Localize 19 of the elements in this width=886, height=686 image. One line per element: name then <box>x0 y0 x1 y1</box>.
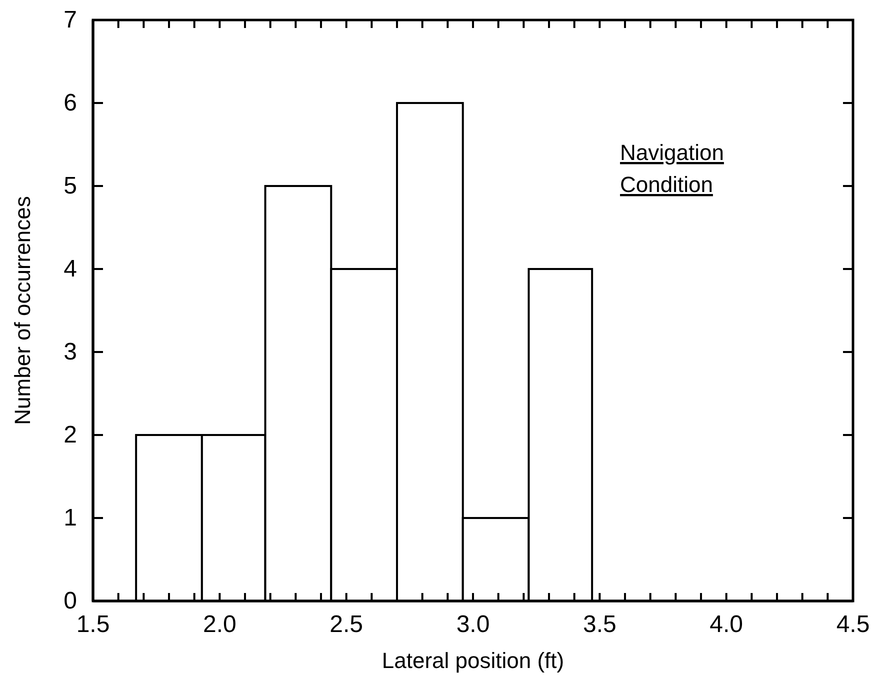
annotation: Navigation <box>620 140 724 165</box>
y-axis-title: Number of occurrences <box>10 196 35 425</box>
y-tick-label: 2 <box>64 422 77 449</box>
x-tick-label: 4.0 <box>710 611 744 638</box>
y-tick-label: 5 <box>64 172 77 200</box>
x-tick-label: 2.5 <box>330 611 364 638</box>
x-tick-label: 3.5 <box>582 611 616 638</box>
x-tick-label: 1.5 <box>76 611 110 638</box>
y-tick-label: 4 <box>64 256 77 283</box>
x-tick-label: 3.0 <box>456 611 490 638</box>
y-tick-label: 3 <box>64 338 77 366</box>
annotation: Condition <box>620 172 713 197</box>
x-tick-label: 2.0 <box>202 611 236 638</box>
y-tick-label: 6 <box>64 90 77 117</box>
y-tick-label: 7 <box>64 6 77 34</box>
x-axis-title: Lateral position (ft) <box>382 648 564 673</box>
y-tick-label: 1 <box>64 504 77 532</box>
x-tick-label: 4.5 <box>836 611 870 638</box>
y-tick-label: 0 <box>64 588 77 615</box>
